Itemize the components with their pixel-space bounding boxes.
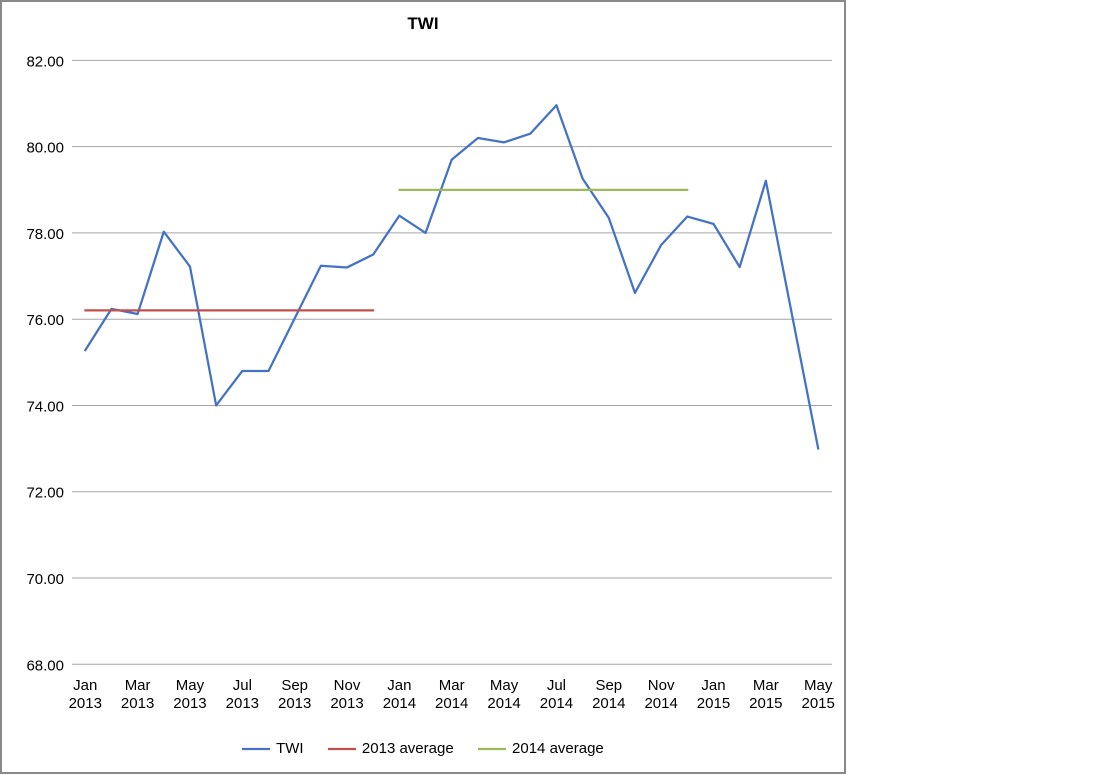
svg-text:2013: 2013	[121, 695, 154, 712]
svg-text:Nov: Nov	[648, 677, 675, 694]
svg-text:2013: 2013	[226, 695, 259, 712]
svg-text:Jan: Jan	[387, 677, 411, 694]
svg-text:Jan: Jan	[73, 677, 97, 694]
svg-text:68.00: 68.00	[26, 657, 64, 674]
svg-text:2014: 2014	[592, 695, 625, 712]
svg-text:2014: 2014	[383, 695, 416, 712]
svg-text:2013: 2013	[173, 695, 206, 712]
svg-text:2015: 2015	[749, 695, 782, 712]
svg-text:2014: 2014	[644, 695, 677, 712]
svg-text:2013: 2013	[278, 695, 311, 712]
svg-text:72.00: 72.00	[26, 485, 64, 502]
svg-text:2014: 2014	[540, 695, 573, 712]
svg-text:74.00: 74.00	[26, 398, 64, 415]
svg-text:Nov: Nov	[334, 677, 361, 694]
svg-text:May: May	[490, 677, 519, 694]
svg-text:2014: 2014	[435, 695, 468, 712]
svg-text:2013: 2013	[69, 695, 102, 712]
svg-text:Sep: Sep	[281, 677, 308, 694]
svg-text:Jul: Jul	[547, 677, 566, 694]
svg-text:May: May	[176, 677, 205, 694]
svg-text:2013: 2013	[330, 695, 363, 712]
svg-text:Mar: Mar	[125, 677, 151, 694]
svg-text:Jan: Jan	[701, 677, 725, 694]
svg-text:Sep: Sep	[595, 677, 622, 694]
svg-text:2015: 2015	[802, 695, 835, 712]
svg-text:Mar: Mar	[753, 677, 779, 694]
svg-text:2014: 2014	[487, 695, 520, 712]
svg-text:80.00: 80.00	[26, 140, 64, 157]
svg-text:76.00: 76.00	[26, 312, 64, 329]
svg-text:Mar: Mar	[439, 677, 465, 694]
svg-text:70.00: 70.00	[26, 571, 64, 588]
svg-text:Jul: Jul	[233, 677, 252, 694]
svg-text:82.00: 82.00	[26, 53, 64, 70]
svg-text:78.00: 78.00	[26, 226, 64, 243]
svg-text:2015: 2015	[697, 695, 730, 712]
svg-text:May: May	[804, 677, 833, 694]
